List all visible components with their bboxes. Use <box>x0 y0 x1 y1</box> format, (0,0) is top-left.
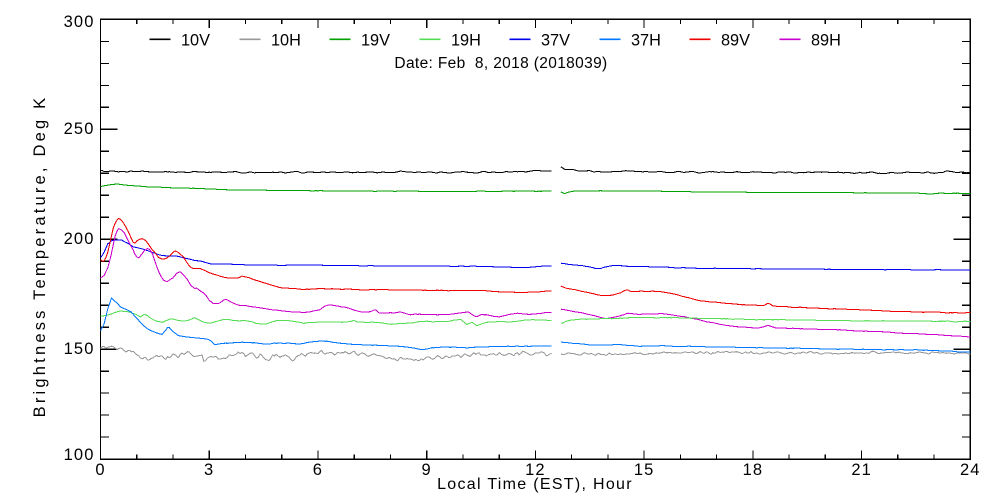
svg-text:37V: 37V <box>541 32 570 50</box>
svg-text:21: 21 <box>851 461 872 479</box>
svg-text:24: 24 <box>960 461 981 479</box>
svg-text:89V: 89V <box>721 32 750 50</box>
svg-text:100: 100 <box>64 446 95 464</box>
svg-text:200: 200 <box>64 230 95 248</box>
svg-text:89H: 89H <box>811 32 841 50</box>
svg-text:Local Time (EST), Hour: Local Time (EST), Hour <box>437 476 633 493</box>
svg-text:10H: 10H <box>271 32 301 50</box>
svg-text:18: 18 <box>743 461 764 479</box>
svg-text:37H: 37H <box>631 32 661 50</box>
svg-text:9: 9 <box>422 461 432 479</box>
svg-text:19V: 19V <box>361 32 390 50</box>
svg-text:15: 15 <box>634 461 655 479</box>
svg-text:10V: 10V <box>181 32 210 50</box>
svg-text:19H: 19H <box>451 32 481 50</box>
svg-text:12: 12 <box>525 461 546 479</box>
svg-text:Brightness Temperature, Deg K: Brightness Temperature, Deg K <box>31 95 49 418</box>
svg-text:0: 0 <box>95 461 105 479</box>
svg-text:3: 3 <box>204 461 214 479</box>
svg-text:300: 300 <box>64 13 95 31</box>
svg-text:6: 6 <box>313 461 323 479</box>
svg-text:Date: Feb 8, 2018 (2018039): Date: Feb 8, 2018 (2018039) <box>394 55 607 72</box>
svg-text:250: 250 <box>64 120 95 138</box>
svg-text:150: 150 <box>64 340 95 358</box>
